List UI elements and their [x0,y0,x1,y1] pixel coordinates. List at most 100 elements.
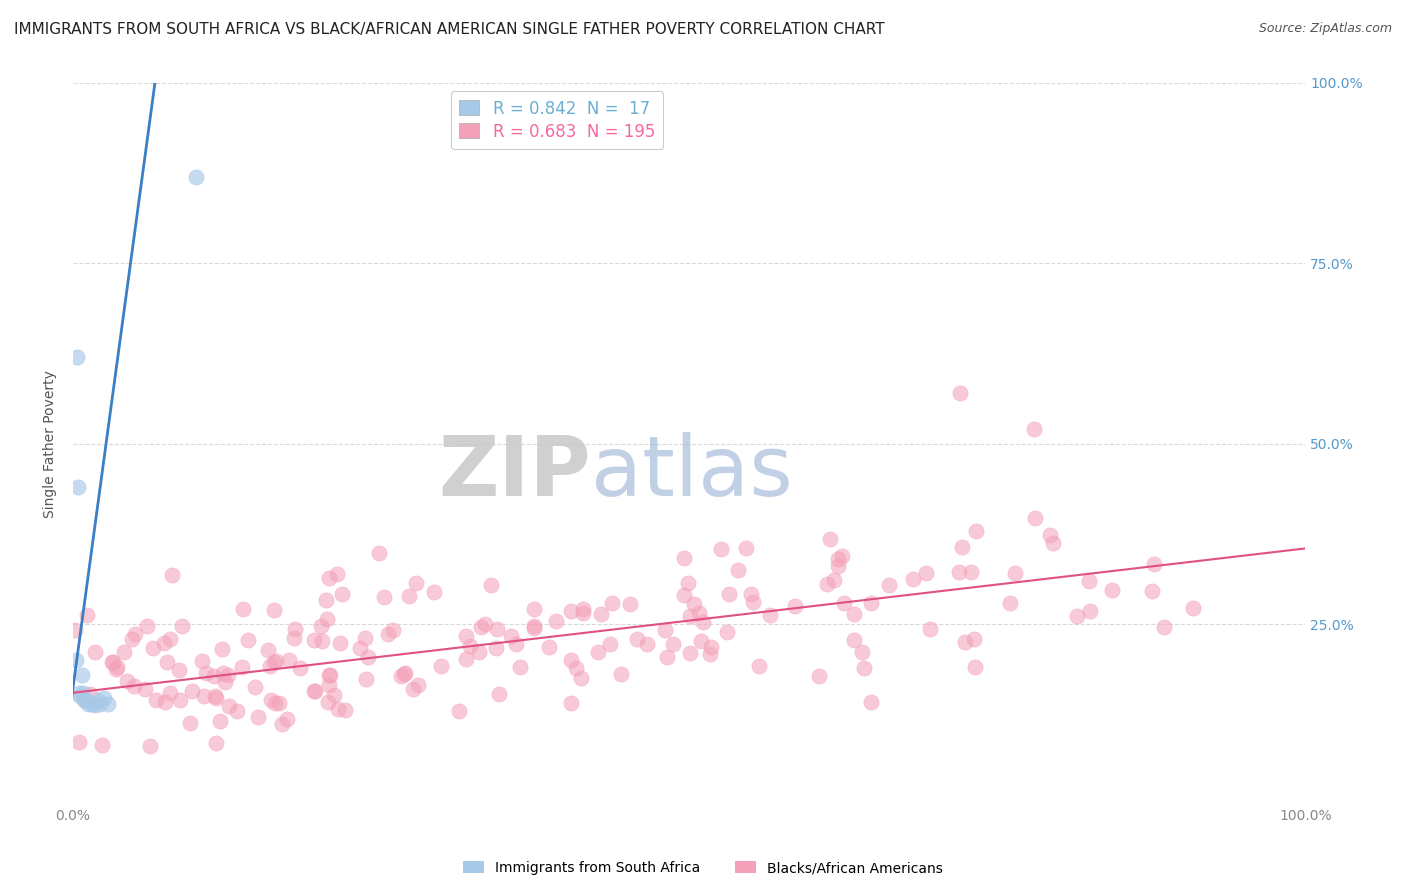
Point [65,653,87,667]
Point [948,565,970,579]
Point [807,669,830,683]
Point [405,575,427,590]
Point [955,635,977,649]
Point [523,618,546,632]
Point [560,696,582,710]
Point [232,601,254,615]
Point [236,633,259,648]
Point [191,654,214,668]
Point [84,698,107,712]
Point [965,524,987,538]
Point [169,663,191,677]
Point [316,695,339,709]
Point [488,687,510,701]
Point [389,669,412,683]
Point [851,644,873,658]
Point [302,633,325,648]
Point [204,690,226,705]
Point [330,587,353,601]
Legend: R = 0.842  N =  17, R = 0.683  N = 195: R = 0.842 N = 17, R = 0.683 N = 195 [451,91,664,149]
Point [914,566,936,580]
Point [692,615,714,630]
Point [600,596,623,610]
Point [153,636,176,650]
Point [145,693,167,707]
Point [245,680,267,694]
Point [655,650,678,665]
Point [831,549,853,563]
Point [105,660,128,674]
Point [699,647,721,661]
Point [160,568,183,582]
Point [1101,582,1123,597]
Point [284,622,307,636]
Point [447,704,470,718]
Point [357,649,380,664]
Point [212,666,235,681]
Point [79,688,101,702]
Point [1066,608,1088,623]
Point [75,693,97,707]
Point [66,480,89,494]
Point [852,661,875,675]
Point [204,690,226,704]
Point [263,696,285,710]
Point [682,597,704,611]
Point [319,668,342,682]
Point [1024,510,1046,524]
Point [283,631,305,645]
Point [259,692,281,706]
Point [186,169,208,184]
Point [159,686,181,700]
Point [560,653,582,667]
Point [499,629,522,643]
Point [679,646,702,660]
Point [193,689,215,703]
Point [718,587,741,601]
Point [785,599,807,613]
Point [156,655,179,669]
Point [950,541,973,555]
Point [619,597,641,611]
Point [569,671,592,685]
Point [288,661,311,675]
Point [903,572,925,586]
Point [609,666,631,681]
Point [742,594,765,608]
Point [323,689,346,703]
Point [394,667,416,681]
Point [1142,557,1164,571]
Point [217,667,239,681]
Point [211,642,233,657]
Point [710,541,733,556]
Point [326,567,349,582]
Point [112,645,135,659]
Point [815,577,838,591]
Point [172,618,194,632]
Point [827,552,849,566]
Text: ZIP: ZIP [439,432,591,513]
Point [309,619,332,633]
Point [740,586,762,600]
Point [402,681,425,696]
Point [349,641,371,656]
Point [398,589,420,603]
Point [87,693,110,707]
Point [599,637,621,651]
Point [169,693,191,707]
Point [124,627,146,641]
Point [179,715,201,730]
Text: atlas: atlas [591,432,793,513]
Point [679,609,702,624]
Point [80,697,103,711]
Point [115,673,138,688]
Point [859,695,882,709]
Point [456,652,478,666]
Point [429,659,451,673]
Legend: Immigrants from South Africa, Blacks/African Americans: Immigrants from South Africa, Blacks/Afr… [457,855,949,880]
Y-axis label: Single Father Poverty: Single Father Poverty [44,370,58,517]
Point [311,634,333,648]
Point [202,669,225,683]
Point [505,637,527,651]
Point [67,686,90,700]
